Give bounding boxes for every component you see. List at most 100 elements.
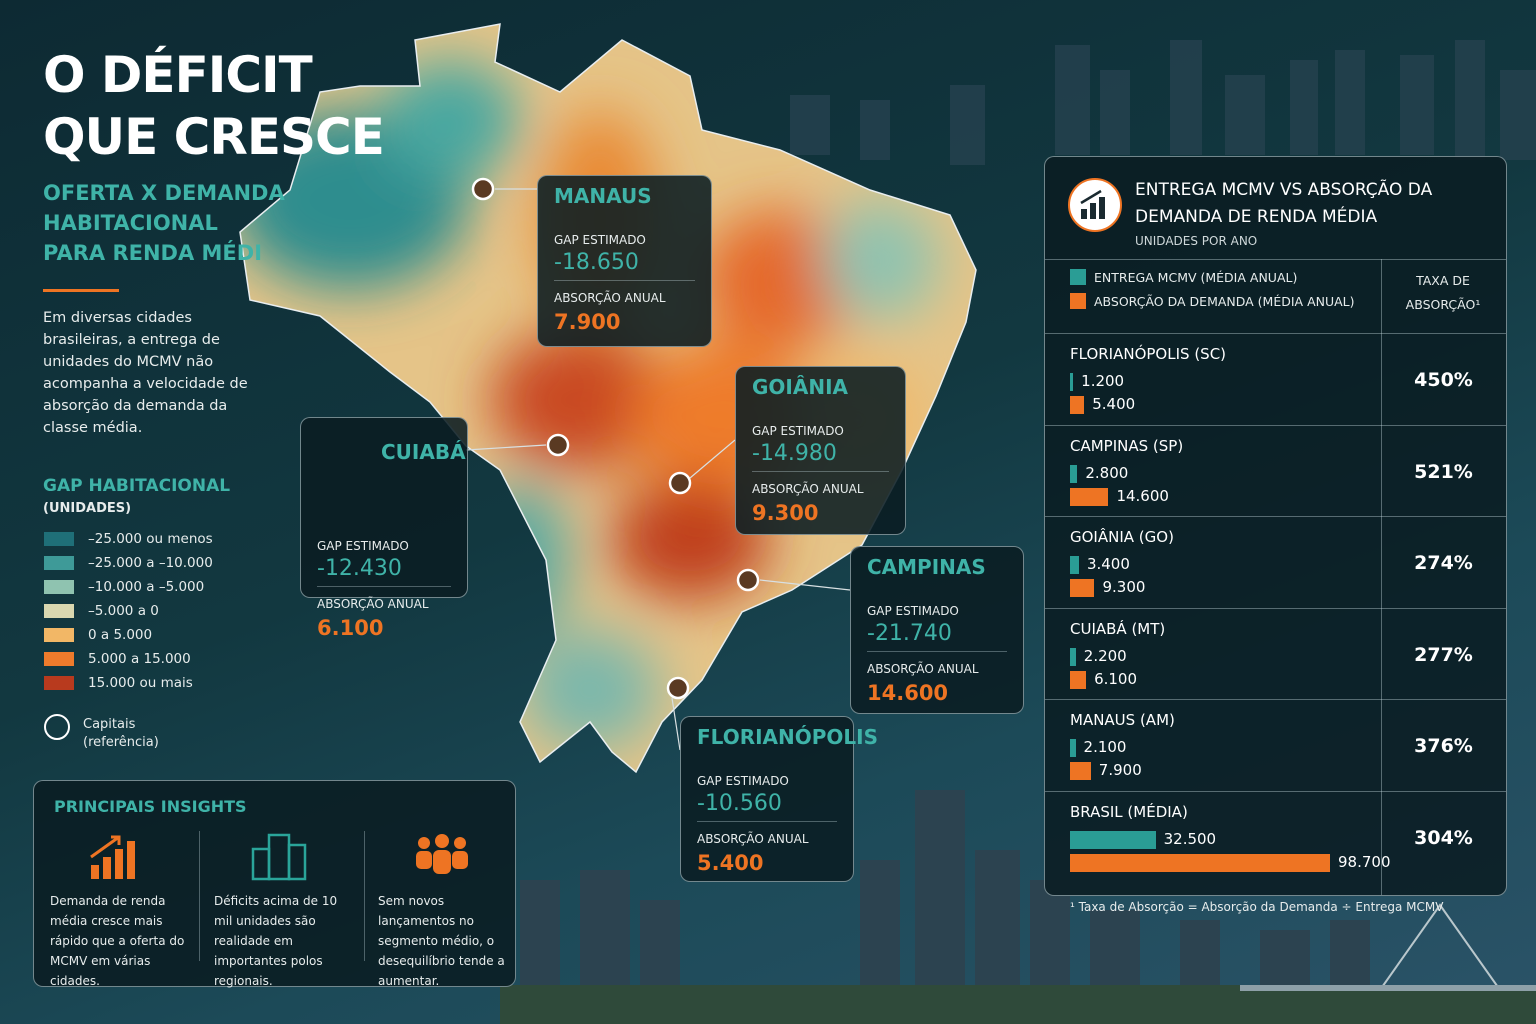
row-divider xyxy=(1045,699,1506,700)
absorption-value: 14.600 xyxy=(867,681,949,705)
bar-value-label: 2.200 xyxy=(1083,646,1127,665)
category-label: CUIABÁ (MT) xyxy=(1070,619,1166,638)
bar-value-label: 5.400 xyxy=(1092,395,1136,413)
insights-title: PRINCIPAIS INSIGHTS xyxy=(54,797,247,816)
category-label: FLORIANÓPOLIS (SC) xyxy=(1070,345,1227,363)
rate-header: TAXA DE ABSORÇÃO¹ xyxy=(1405,273,1481,312)
capital-legend: Capitais (referência) xyxy=(83,716,159,752)
legend-unit: (UNIDADES) xyxy=(43,501,132,516)
absorption-rate: 376% xyxy=(1414,735,1473,757)
capital-markers xyxy=(471,177,760,700)
bar xyxy=(1070,739,1076,757)
icon-buildings xyxy=(251,833,307,881)
row-divider xyxy=(1045,333,1506,334)
bar-value-label: 32.500 xyxy=(1163,829,1217,848)
absorption-rate: 277% xyxy=(1414,643,1473,666)
capital-line: Capitais xyxy=(83,717,136,732)
bar xyxy=(1070,487,1109,506)
absorption-value: 7.900 xyxy=(554,310,621,334)
legend-item: –10.000 a –5.000 xyxy=(44,577,204,597)
legend-label: –5.000 a 0 xyxy=(88,603,159,619)
separator xyxy=(697,821,837,822)
legend-swatch xyxy=(44,556,74,570)
gap-value: -18.650 xyxy=(554,250,639,275)
connectors xyxy=(465,188,851,751)
bar xyxy=(1070,830,1156,849)
callout-city: MANAUS xyxy=(554,184,652,208)
bar-value-label: 9.300 xyxy=(1102,578,1146,596)
bar xyxy=(1070,556,1079,574)
absorption-value: 5.400 xyxy=(697,851,764,875)
legend-label: ENTREGA MCMV (MÉDIA ANUAL) xyxy=(1094,269,1298,285)
bar xyxy=(1070,579,1095,597)
icon-growth xyxy=(90,835,135,879)
insight-text: Demanda de renda média cresce mais rápid… xyxy=(50,894,185,988)
bar-value-label: 2.800 xyxy=(1085,463,1129,482)
legend-item: –25.000 a –10.000 xyxy=(44,553,213,573)
category-label: MANAUS (AM) xyxy=(1070,711,1175,729)
callout: GOIÂNIA GAP ESTIMADO -14.980 ABSORÇÃO ANUAL… xyxy=(735,366,906,535)
legend-label: –25.000 a –10.000 xyxy=(88,555,213,571)
separator xyxy=(317,586,451,587)
legend-item: ABSORÇÃO DA DEMANDA (MÉDIA ANUAL) xyxy=(1070,293,1355,309)
callout-city: GOIÂNIA xyxy=(752,375,848,399)
bar xyxy=(1070,373,1074,391)
separator xyxy=(554,280,695,281)
absorption-label: ABSORÇÃO ANUAL xyxy=(867,662,979,676)
gap-label: GAP ESTIMADO xyxy=(697,774,789,788)
skyline xyxy=(790,40,1536,165)
subtitle-line: OFERTA X DEMANDA xyxy=(43,181,285,205)
row-divider xyxy=(1045,607,1506,609)
legend-title: GAP HABITACIONAL xyxy=(43,476,231,496)
insight-text: Sem novos lançamentos no segmento médio,… xyxy=(378,894,505,988)
bar xyxy=(1070,853,1330,872)
callout: CAMPINAS GAP ESTIMADO -21.740 ABSORÇÃO ANUA… xyxy=(850,546,1024,714)
legend-item: –25.000 ou menos xyxy=(44,529,213,549)
legend-item: –5.000 a 0 xyxy=(44,601,159,621)
absorption-rate: 304% xyxy=(1414,826,1473,849)
bar xyxy=(1070,670,1087,689)
subtitle-line: PARA RENDA MÉDI xyxy=(43,241,263,265)
gap-value: -14.980 xyxy=(752,441,837,466)
absorption-rate: 274% xyxy=(1414,552,1473,574)
category-label: GOIÂNIA (GO) xyxy=(1070,528,1174,546)
row-divider xyxy=(1045,424,1506,426)
separator xyxy=(867,651,1007,652)
gap-label: GAP ESTIMADO xyxy=(752,424,844,438)
row-divider xyxy=(1045,790,1506,792)
absorption-rate: 521% xyxy=(1414,460,1473,483)
legend-swatch xyxy=(1070,269,1086,285)
callout: FLORIANÓPOLIS GAP ESTIMADO -10.560 ABSORÇÃO… xyxy=(680,716,878,882)
subtitle-line: HABITACIONAL xyxy=(43,211,218,235)
gap-label: GAP ESTIMADO xyxy=(554,233,646,247)
legend-swatch xyxy=(44,532,74,546)
callout-city: FLORIANÓPOLIS xyxy=(697,725,879,749)
map-outline xyxy=(239,23,977,774)
gap-label: GAP ESTIMADO xyxy=(317,539,409,553)
insight-text: Déficits acima de 10 mil unidades são re… xyxy=(214,894,338,988)
legend-swatch xyxy=(1070,293,1086,309)
callout: CUIABÁ GAP ESTIMADO -12.430 ABSORÇÃO ANUAL 6… xyxy=(300,417,468,640)
legend-item: 0 a 5.000 xyxy=(44,625,152,645)
absorption-label: ABSORÇÃO ANUAL xyxy=(697,832,809,846)
intro: Em diversas cidades brasileiras, a entre… xyxy=(43,310,248,436)
bar-value-label: 14.600 xyxy=(1116,486,1169,505)
row-divider xyxy=(1045,259,1506,260)
bar xyxy=(1070,464,1078,483)
callout-city: CUIABÁ xyxy=(381,440,466,464)
title-line: QUE CRESCE xyxy=(43,108,385,166)
bar-value-label: 1.200 xyxy=(1081,372,1125,390)
gap-value: -21.740 xyxy=(867,621,952,646)
legend-item: ENTREGA MCMV (MÉDIA ANUAL) xyxy=(1070,269,1297,285)
bar xyxy=(1070,396,1085,414)
divider xyxy=(199,831,200,961)
legend-swatch xyxy=(44,676,74,690)
callout: MANAUS GAP ESTIMADO -18.650 ABSORÇÃO ANUAL 7… xyxy=(537,175,712,347)
insights-box: PRINCIPAIS INSIGHTS Demanda de renda méd… xyxy=(33,780,516,988)
gap-value: -10.560 xyxy=(697,791,782,816)
legend-item: 5.000 a 15.000 xyxy=(44,649,191,669)
divider xyxy=(364,831,365,961)
title: O DÉFICIT QUE CRESCE xyxy=(43,44,385,168)
